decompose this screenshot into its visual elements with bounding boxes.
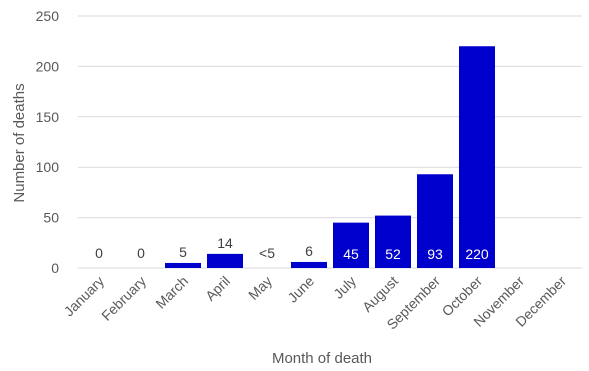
data-label-february: 0 [137,245,145,261]
data-label-may: <5 [259,245,275,261]
bar-march [165,262,201,268]
data-label-january: 0 [95,245,103,261]
bars [165,46,495,268]
y-axis-title: Number of deaths [11,83,28,202]
data-label-march: 5 [179,244,187,260]
bar-june [291,261,327,268]
data-label-september: 93 [427,246,443,262]
data-labels: 0 0 5 14 <5 6 45 52 93 220 [95,235,489,262]
gridlines [78,15,582,269]
data-label-june: 6 [305,243,313,259]
data-label-april: 14 [217,235,233,251]
y-tick-labels: 0 50 100 150 200 250 [36,8,60,276]
data-label-july: 45 [343,246,359,262]
bar-august [375,215,411,268]
bar-october [459,46,495,268]
y-tick-label: 200 [36,58,60,74]
data-label-august: 52 [385,246,401,262]
bar-april [207,253,243,268]
y-tick-label: 100 [36,159,60,175]
y-tick-label: 150 [36,109,60,125]
y-tick-label: 50 [43,210,59,226]
x-tick-label-february: February [98,273,149,324]
x-tick-label-march: March [152,273,191,312]
bar-july [333,222,369,268]
x-tick-label-may: May [245,273,275,303]
x-tick-label-april: April [202,273,233,304]
x-tick-label-june: June [284,273,317,306]
y-tick-label: 0 [51,260,59,276]
y-tick-label: 250 [36,8,60,24]
bar-september [417,174,453,268]
data-label-october: 220 [465,246,489,262]
x-tick-label-july: July [330,273,359,302]
x-axis-title: Month of death [272,350,372,367]
